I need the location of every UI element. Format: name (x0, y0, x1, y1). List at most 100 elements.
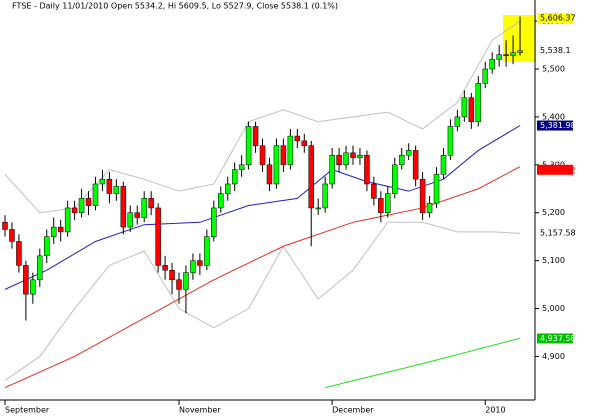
candle-body (141, 198, 147, 218)
candle-body (475, 83, 482, 122)
price-label-box (537, 228, 573, 239)
candle-body (204, 236, 210, 266)
price-label-box (537, 13, 573, 24)
candle-body (238, 164, 245, 170)
price-label: 5,289.62 (540, 165, 576, 174)
candle-body (183, 272, 189, 290)
candle-body (57, 226, 64, 233)
x-tick-label: November (179, 406, 221, 415)
candle-body (482, 68, 488, 84)
candle-body (218, 193, 224, 209)
candle-body (489, 59, 495, 70)
candle-body (113, 186, 120, 194)
candle-body (50, 226, 57, 237)
candle-body (426, 202, 433, 213)
candle-body (197, 260, 203, 266)
candle-body (30, 279, 36, 295)
candle-body (245, 126, 252, 166)
price-label: 4,937.58 (540, 334, 576, 343)
candle-body (378, 198, 384, 213)
candle-body (308, 145, 314, 209)
price-label: 5,381.98 (540, 121, 576, 130)
y-tick-label: 5,000 (542, 304, 565, 313)
candle-body (398, 154, 405, 166)
candle-body (503, 54, 509, 56)
candle-body (148, 198, 154, 209)
candle-body (16, 241, 22, 266)
price-label-box (537, 45, 573, 56)
candle-body (71, 207, 78, 213)
indicator-line (325, 337, 521, 389)
candle-body (412, 150, 419, 180)
price-label: 5,157.58 (540, 229, 576, 238)
indicator-line (4, 20, 521, 214)
candle-body (259, 145, 266, 166)
candle-body (447, 126, 454, 156)
x-tick-label: 2010 (485, 406, 505, 415)
candle-body (169, 269, 175, 281)
candle-body (343, 152, 349, 166)
candle-body (357, 154, 363, 158)
candle-body (385, 193, 391, 213)
candle-body (190, 260, 196, 273)
chart-title: FTSE - Daily 11/01/2010 Open 5534.2, Hi … (12, 2, 338, 11)
x-tick-label: September (5, 406, 50, 415)
candle-body (510, 52, 516, 56)
candle-body (280, 145, 287, 166)
price-label-box (537, 333, 573, 344)
indicator-line (4, 221, 521, 381)
candle-body (315, 207, 321, 210)
candle-body (211, 207, 217, 237)
candle-body (92, 183, 99, 206)
candle-body (127, 212, 134, 228)
candle-body (78, 198, 85, 213)
candle-body (23, 265, 29, 295)
y-tick-label: 5,100 (542, 256, 565, 265)
candle-body (301, 140, 308, 146)
candle-body (266, 164, 273, 185)
candle-body (294, 135, 301, 142)
candle-body (155, 207, 161, 266)
candle-body (44, 236, 50, 257)
candle-body (9, 229, 15, 242)
candle-body (440, 154, 447, 175)
y-tick-label: 5,500 (542, 64, 565, 73)
candle-body (37, 255, 43, 281)
highlight-box (503, 15, 536, 62)
y-tick-label: 4,900 (542, 352, 565, 361)
candle-body (405, 150, 412, 156)
candle-body (64, 207, 71, 233)
candle-body (419, 178, 426, 213)
candle-body (99, 178, 106, 185)
indicator-line (4, 166, 521, 389)
candle-body (106, 178, 113, 194)
candle-body (433, 174, 440, 204)
candle-body (85, 198, 92, 206)
candle-body (322, 183, 328, 209)
y-tick-label: 5,200 (542, 208, 565, 217)
candle-body (336, 154, 342, 166)
candle-body (134, 212, 140, 218)
candle-body (350, 152, 356, 158)
price-label-box (537, 120, 573, 131)
candle-body (252, 126, 259, 146)
candle-body (392, 164, 398, 194)
candle-body (364, 154, 370, 185)
candle-body (231, 169, 238, 185)
candle-body (2, 222, 8, 230)
candle-body (224, 183, 231, 194)
candle-body (461, 97, 468, 118)
y-tick-label: 5,400 (542, 112, 565, 121)
candle-body (120, 186, 127, 228)
candle-body (517, 50, 523, 53)
candle-body (273, 145, 280, 185)
candle-body (468, 97, 475, 122)
candle-body (287, 135, 294, 166)
price-label: 5,538.1 (540, 46, 571, 55)
candle-body (176, 279, 182, 290)
x-tick-label: December (332, 406, 374, 415)
candle-body (496, 54, 502, 60)
candle-body (371, 183, 377, 199)
